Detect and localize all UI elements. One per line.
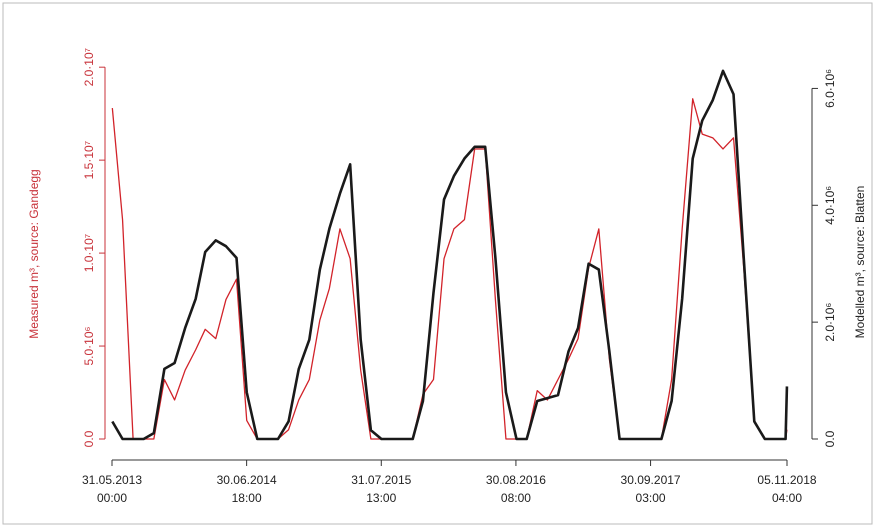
- series-line: [111, 69, 789, 441]
- y2-axis-title: Modelled m³, source: Blatten: [853, 186, 867, 339]
- x-tick-label-line: 04:00: [772, 491, 802, 505]
- x-tick-label-line: 30.09.2017: [621, 473, 681, 487]
- x-tick-label-line: 30.08.2016: [486, 473, 546, 487]
- x-tick-label: 31.05.2013 00:00: [82, 473, 142, 505]
- x-tick-label: 05.11.2018 04:00: [757, 473, 816, 505]
- y-tick-label: 5.0·10⁶: [82, 327, 96, 366]
- x-tick-label: 30.08.2016 08:00: [486, 473, 546, 505]
- x-tick-label-line: 08:00: [501, 491, 531, 505]
- x-tick-label-line: 03:00: [636, 491, 666, 505]
- x-tick-label: 30.06.2014 18:00: [217, 473, 277, 505]
- y-axis-title: Measured m³, source: Gandegg: [27, 169, 41, 338]
- y2-tick-label: 4.0·10⁶: [823, 186, 837, 225]
- x-tick-label-line: 30.06.2014: [217, 473, 277, 487]
- x-tick-label-line: 31.05.2013: [82, 473, 142, 487]
- y-tick-label: 0.0: [82, 430, 96, 447]
- x-tick-label-line: 31.07.2015: [351, 473, 411, 487]
- x-tick-label-line: 00:00: [97, 491, 127, 505]
- y2-tick-label: 0.0: [823, 430, 837, 447]
- series-line: [111, 98, 788, 440]
- x-tick-label: 31.07.2015 13:00: [351, 473, 411, 505]
- y2-tick-label: 6.0·10⁶: [823, 69, 837, 108]
- y-tick-label: 1.5·10⁷: [82, 141, 96, 179]
- x-tick-label-line: 05.11.2018: [757, 473, 816, 487]
- y-tick-label: 2.0·10⁷: [82, 48, 96, 86]
- x-tick-label-line: 13:00: [366, 491, 396, 505]
- x-tick-label-line: 18:00: [232, 491, 262, 505]
- x-tick-label: 30.09.2017 03:00: [621, 473, 681, 505]
- y-tick-label: 1.0·10⁷: [82, 234, 96, 272]
- y2-tick-label: 2.0·10⁶: [823, 303, 837, 342]
